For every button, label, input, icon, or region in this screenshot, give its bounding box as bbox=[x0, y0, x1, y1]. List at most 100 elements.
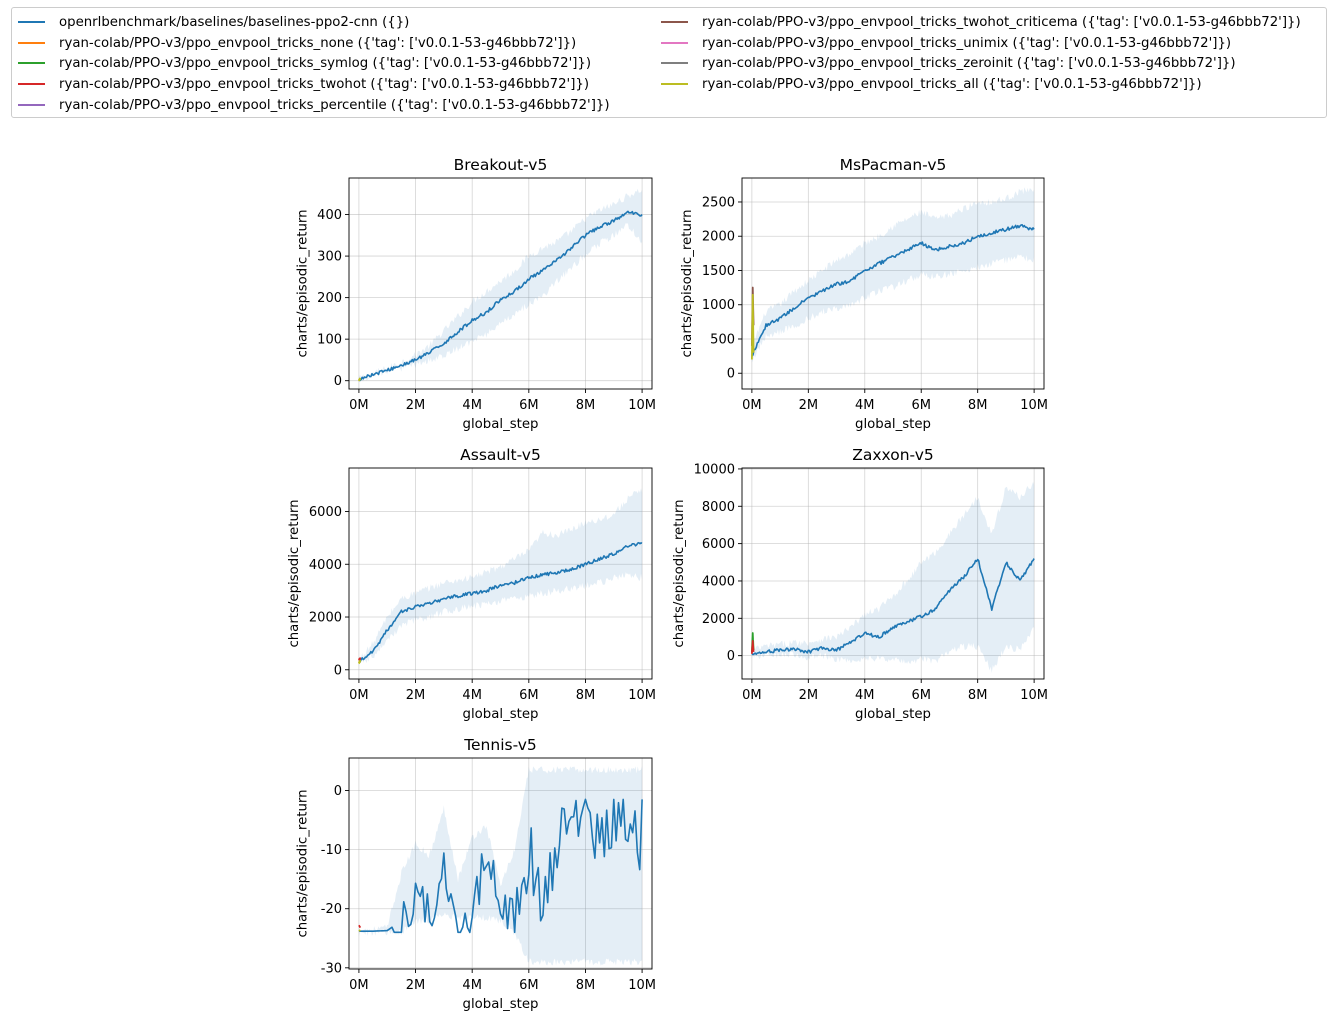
y-tick-label: -20 bbox=[321, 902, 342, 917]
x-tick-label: 6M bbox=[519, 398, 539, 413]
y-tick-label: 0 bbox=[727, 649, 735, 664]
series-line bbox=[751, 558, 1035, 656]
y-tick-label: 4000 bbox=[309, 558, 342, 573]
x-tick-label: 10M bbox=[1020, 688, 1048, 703]
series-line bbox=[358, 657, 362, 661]
legend-line-swatch bbox=[18, 42, 45, 44]
y-axis-label: charts/episodic_return bbox=[680, 209, 695, 357]
y-tick-label: 2000 bbox=[309, 611, 342, 626]
legend-item: ryan-colab/PPO-v3/ppo_envpool_tricks_per… bbox=[18, 95, 610, 115]
x-tick-label: 10M bbox=[628, 978, 656, 993]
y-tick-label: 0 bbox=[334, 663, 342, 678]
x-axis-label: global_step bbox=[463, 417, 539, 432]
series-line bbox=[751, 224, 1035, 357]
y-tick-label: 0 bbox=[334, 374, 342, 389]
legend-box: openrlbenchmark/baselines/baselines-ppo2… bbox=[11, 7, 1327, 118]
legend-label: ryan-colab/PPO-v3/ppo_envpool_tricks_uni… bbox=[702, 35, 1232, 51]
x-tick-label: 10M bbox=[628, 688, 656, 703]
y-tick-label: 1500 bbox=[702, 264, 735, 279]
x-tick-label: 10M bbox=[1020, 398, 1048, 413]
legend-line-swatch bbox=[661, 21, 688, 23]
y-tick-label: 2000 bbox=[702, 612, 735, 627]
plot-area bbox=[358, 488, 643, 667]
x-tick-label: 0M bbox=[742, 398, 762, 413]
x-tick-label: 2M bbox=[406, 398, 426, 413]
x-tick-label: 4M bbox=[855, 688, 875, 703]
legend-item: openrlbenchmark/baselines/baselines-ppo2… bbox=[18, 12, 409, 32]
y-tick-label: 100 bbox=[317, 333, 342, 348]
y-tick-label: 0 bbox=[727, 367, 735, 382]
legend-label: ryan-colab/PPO-v3/ppo_envpool_tricks_all… bbox=[702, 76, 1202, 92]
y-tick-label: 10000 bbox=[694, 462, 735, 477]
legend-label: ryan-colab/PPO-v3/ppo_envpool_tricks_sym… bbox=[59, 55, 592, 71]
legend-label: ryan-colab/PPO-v3/ppo_envpool_tricks_zer… bbox=[702, 55, 1236, 71]
plot-area bbox=[358, 766, 643, 966]
legend-item: ryan-colab/PPO-v3/ppo_envpool_tricks_all… bbox=[661, 74, 1202, 94]
series-line bbox=[358, 798, 643, 934]
chart-breakout-v5: 0M 2M 4M 6M 8M 10M 0 100 200 300 400 Breakout-v5 glo… bbox=[295, 156, 656, 432]
y-tick-label: 200 bbox=[317, 291, 342, 306]
series-band bbox=[358, 488, 643, 667]
series-line bbox=[750, 293, 755, 360]
y-tick-label: 400 bbox=[317, 208, 342, 223]
x-tick-label: 0M bbox=[349, 688, 369, 703]
x-tick-label: 2M bbox=[406, 978, 426, 993]
y-axis-label: charts/episodic_return bbox=[295, 789, 310, 937]
x-tick-label: 6M bbox=[519, 978, 539, 993]
series-line bbox=[358, 659, 362, 664]
y-axis-label: charts/episodic_return bbox=[287, 499, 302, 647]
chart-title: Zaxxon-v5 bbox=[852, 446, 934, 464]
x-tick-label: 8M bbox=[576, 398, 596, 413]
legend-line-swatch bbox=[661, 83, 688, 85]
legend-line-swatch bbox=[661, 62, 688, 64]
series-band bbox=[358, 188, 643, 383]
x-tick-label: 4M bbox=[462, 688, 482, 703]
legend-label: ryan-colab/PPO-v3/ppo_envpool_tricks_per… bbox=[59, 97, 610, 113]
y-tick-label: 6000 bbox=[702, 537, 735, 552]
x-tick-label: 10M bbox=[628, 398, 656, 413]
axes-frame bbox=[741, 177, 1045, 390]
x-tick-label: 8M bbox=[968, 688, 988, 703]
x-tick-label: 4M bbox=[462, 398, 482, 413]
legend-item: ryan-colab/PPO-v3/ppo_envpool_tricks_zer… bbox=[661, 53, 1236, 73]
y-tick-label: 1000 bbox=[702, 298, 735, 313]
legend-label: ryan-colab/PPO-v3/ppo_envpool_tricks_two… bbox=[59, 76, 590, 92]
plot-area bbox=[358, 188, 643, 383]
plot-area bbox=[750, 187, 1035, 363]
axes-frame bbox=[348, 757, 653, 970]
axes-frame bbox=[348, 467, 653, 680]
legend-line-swatch bbox=[18, 83, 45, 85]
series-band bbox=[751, 481, 1035, 674]
series-line bbox=[358, 929, 362, 932]
x-axis-label: global_step bbox=[463, 997, 539, 1012]
chart-title: Tennis-v5 bbox=[463, 736, 537, 754]
legend-label: openrlbenchmark/baselines/baselines-ppo2… bbox=[59, 14, 410, 30]
x-axis-label: global_step bbox=[855, 707, 931, 722]
x-tick-label: 4M bbox=[462, 978, 482, 993]
y-tick-label: 8000 bbox=[702, 500, 735, 515]
chart-title: Breakout-v5 bbox=[454, 156, 548, 174]
legend-line-swatch bbox=[661, 42, 688, 44]
chart-assault-v5: 0M 2M 4M 6M 8M 10M 0 2000 4000 6000 Assault-v5 glob… bbox=[287, 446, 656, 722]
y-tick-label: 300 bbox=[317, 250, 342, 265]
x-tick-label: 6M bbox=[911, 398, 931, 413]
chart-title: Assault-v5 bbox=[460, 446, 541, 464]
y-tick-label: 4000 bbox=[702, 574, 735, 589]
x-axis-label: global_step bbox=[855, 417, 931, 432]
legend-line-swatch bbox=[18, 21, 45, 23]
series-line bbox=[358, 924, 362, 929]
x-tick-label: 0M bbox=[349, 398, 369, 413]
plot-area bbox=[750, 481, 1035, 674]
series-band bbox=[751, 187, 1035, 363]
legend-item: ryan-colab/PPO-v3/ppo_envpool_tricks_non… bbox=[18, 33, 576, 53]
series-line bbox=[750, 640, 755, 654]
legend-label: ryan-colab/PPO-v3/ppo_envpool_tricks_two… bbox=[702, 14, 1301, 30]
y-tick-label: -30 bbox=[321, 961, 342, 976]
legend-item: ryan-colab/PPO-v3/ppo_envpool_tricks_two… bbox=[661, 12, 1301, 32]
y-axis-label: charts/episodic_return bbox=[672, 499, 687, 647]
series-line bbox=[358, 541, 643, 663]
x-tick-label: 6M bbox=[519, 688, 539, 703]
legend-line-swatch bbox=[18, 62, 45, 64]
y-tick-label: 6000 bbox=[309, 505, 342, 520]
chart-tennis-v5: 0M 2M 4M 6M 8M 10M -30 -20 -10 0 Tennis-v5 global_s… bbox=[295, 736, 656, 1012]
